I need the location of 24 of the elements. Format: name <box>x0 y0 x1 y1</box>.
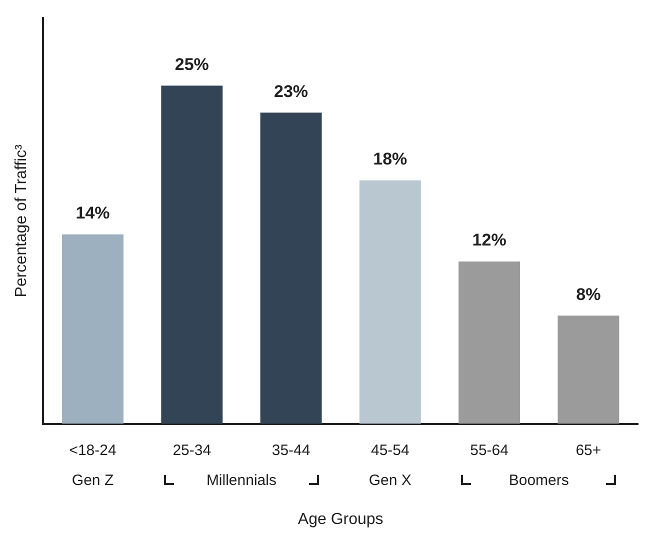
text: Gen X <box>368 472 412 489</box>
x-tick-label: <18-24 <box>69 442 116 459</box>
y-axis-title: Percentage of Traffic³ <box>13 144 30 298</box>
x-tick-label: 35-44 <box>272 442 310 459</box>
x-axis-title: Age Groups <box>298 510 384 528</box>
data-label: 14% <box>76 204 110 223</box>
x-tick-label: 55-64 <box>470 442 508 459</box>
data-label: 8% <box>576 284 601 304</box>
data-label: 12% <box>472 230 506 250</box>
data-label: 18% <box>373 150 408 169</box>
bar <box>359 180 421 424</box>
x-tick-label: 65+ <box>576 442 602 459</box>
bar <box>260 112 322 424</box>
bar <box>558 316 620 424</box>
bar <box>62 234 124 424</box>
x-tick-label: 25-34 <box>172 442 212 459</box>
x-tick-label: 45-54 <box>370 442 410 459</box>
text: Millennials <box>205 472 278 489</box>
bar <box>458 261 520 424</box>
bar <box>161 86 223 424</box>
text: Gen Z <box>70 472 115 489</box>
text: Boomers <box>508 472 570 489</box>
data-label: 25% <box>174 54 209 74</box>
data-label: 23% <box>274 82 308 101</box>
